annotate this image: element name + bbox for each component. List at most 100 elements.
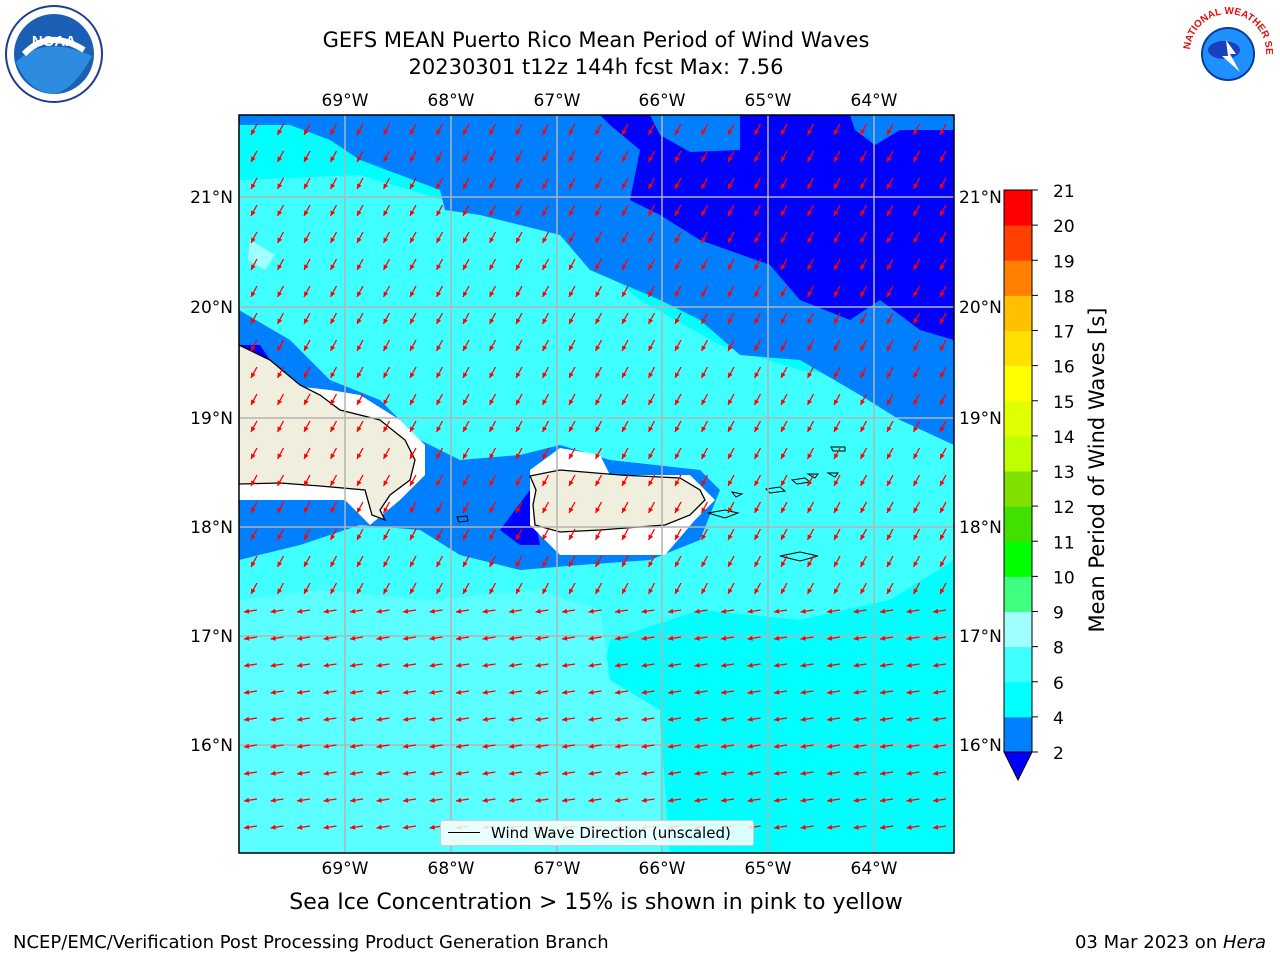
wave-direction-arrow: [747, 689, 761, 695]
wave-direction-arrow: [833, 555, 841, 568]
wave-direction-arrow: [859, 582, 868, 595]
wave-direction-arrow: [276, 420, 285, 433]
wave-direction-arrow: [647, 393, 656, 406]
wave-direction-arrow: [568, 528, 576, 541]
wave-direction-arrow: [641, 689, 655, 695]
wave-direction-arrow: [667, 635, 682, 641]
wave-direction-arrow: [806, 231, 815, 244]
wave-direction-arrow: [727, 393, 735, 406]
wave-direction-arrow: [568, 339, 576, 352]
wave-direction-arrow: [594, 393, 603, 406]
wave-direction-arrow: [806, 447, 815, 460]
wave-direction-arrow: [720, 770, 735, 776]
wave-direction-arrow: [435, 231, 444, 244]
wave-direction-arrow: [541, 366, 550, 379]
wave-direction-arrow: [329, 123, 338, 136]
wave-direction-arrow: [621, 339, 629, 352]
wave-direction-arrow: [727, 339, 735, 352]
wave-direction-arrow: [455, 635, 470, 641]
wave-direction-arrow: [674, 150, 682, 163]
wave-direction-arrow: [694, 716, 708, 722]
wave-direction-arrow: [700, 474, 709, 487]
lat-label-right: 16°N: [959, 736, 1002, 756]
wave-direction-arrow: [508, 743, 523, 749]
wave-direction-arrow: [356, 150, 364, 163]
wave-direction-arrow: [594, 447, 603, 460]
wave-direction-arrow: [939, 177, 947, 190]
colorbar-tick-label: 14: [1053, 428, 1075, 448]
wave-direction-arrow: [720, 716, 735, 722]
wave-direction-arrow: [594, 258, 603, 271]
wave-direction-arrow: [912, 501, 921, 514]
wave-direction-arrow: [541, 123, 550, 136]
wave-direction-arrow: [621, 312, 629, 325]
wave-direction-arrow: [621, 150, 629, 163]
wave-direction-arrow: [780, 555, 788, 568]
wave-direction-arrow: [535, 662, 549, 668]
wave-direction-arrow: [402, 689, 417, 695]
wave-direction-arrow: [435, 474, 444, 487]
wave-direction-arrow: [727, 312, 735, 325]
wave-direction-arrow: [329, 420, 338, 433]
wave-direction-arrow: [727, 555, 735, 568]
wave-direction-arrow: [780, 177, 788, 190]
wave-direction-arrow: [303, 231, 311, 244]
wave-direction-arrow: [402, 743, 417, 749]
wave-direction-arrow: [455, 743, 470, 749]
wave-direction-arrow: [594, 582, 603, 595]
legend-label: Wind Wave Direction (unscaled): [491, 824, 731, 842]
wave-direction-arrow: [647, 447, 656, 460]
wave-direction-arrow: [541, 501, 550, 514]
wave-direction-arrow: [879, 635, 894, 641]
wave-direction-arrow: [939, 528, 947, 541]
wave-direction-arrow: [462, 150, 470, 163]
colorbar-segment: [1004, 506, 1032, 542]
wave-direction-arrow: [694, 743, 708, 749]
wave-direction-arrow: [270, 824, 284, 830]
wave-direction-arrow: [482, 662, 496, 668]
wave-direction-arrow: [621, 204, 629, 217]
wave-direction-arrow: [356, 366, 364, 379]
wave-direction-arrow: [303, 366, 311, 379]
wave-direction-arrow: [826, 770, 841, 776]
noaa-logo-text: NOAA: [32, 33, 76, 50]
wave-direction-arrow: [435, 285, 444, 298]
wave-direction-arrow: [694, 797, 708, 803]
wave-direction-arrow: [409, 204, 417, 217]
wave-direction-arrow: [939, 474, 947, 487]
wave-direction-arrow: [700, 285, 709, 298]
wave-direction-arrow: [641, 797, 655, 803]
wave-direction-arrow: [329, 258, 338, 271]
wave-direction-arrow: [303, 150, 311, 163]
wave-direction-arrow: [614, 716, 629, 722]
wave-direction-arrow: [939, 123, 947, 136]
wave-direction-arrow: [462, 312, 470, 325]
wave-direction-arrow: [250, 204, 258, 217]
wave-direction-arrow: [939, 555, 947, 568]
wave-direction-arrow: [488, 501, 497, 514]
wave-direction-arrow: [806, 312, 815, 325]
wave-direction-arrow: [667, 608, 682, 614]
wave-direction-arrow: [780, 258, 788, 271]
map-frame: [238, 114, 955, 854]
wave-direction-arrow: [773, 770, 788, 776]
wave-direction-arrow: [356, 312, 364, 325]
lat-label-right: 20°N: [959, 298, 1002, 318]
wave-direction-arrow: [594, 123, 603, 136]
wave-direction-arrow: [482, 635, 496, 641]
wave-direction-arrow: [276, 555, 285, 568]
wave-direction-arrow: [276, 285, 285, 298]
wave-direction-arrow: [780, 366, 788, 379]
wave-direction-arrow: [382, 420, 391, 433]
wave-direction-arrow: [833, 366, 841, 379]
lon-label-top: 69°W: [322, 91, 369, 111]
nws-logo: NATIONAL WEATHER SERVICE: [1178, 2, 1275, 99]
wave-direction-arrow: [747, 608, 761, 614]
wave-period-contour-below-2: [600, 115, 954, 340]
wave-direction-arrow: [409, 393, 417, 406]
wave-direction-arrow: [859, 231, 868, 244]
wave-direction-arrow: [853, 662, 867, 668]
wave-direction-arrow: [879, 770, 894, 776]
wave-direction-arrow: [674, 393, 682, 406]
wave-direction-arrow: [561, 662, 576, 668]
